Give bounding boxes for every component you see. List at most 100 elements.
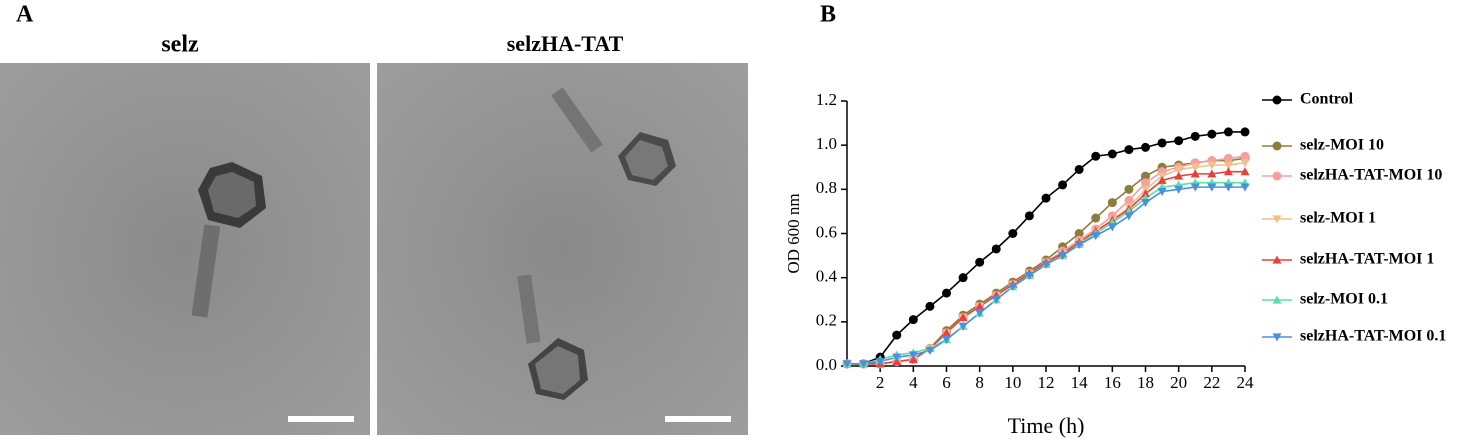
data-point <box>1058 251 1068 261</box>
data-point <box>958 273 968 283</box>
data-point <box>1141 178 1150 188</box>
data-point <box>842 360 852 369</box>
legend-marker <box>1272 215 1282 224</box>
data-point <box>1190 131 1200 141</box>
data-point <box>1091 151 1101 161</box>
data-point <box>1207 169 1217 178</box>
data-point <box>958 322 968 331</box>
data-point <box>1240 151 1250 161</box>
legend-label: selzHA-TAT-MOI 1 <box>1300 251 1434 268</box>
data-point <box>1008 282 1018 291</box>
data-point <box>859 360 869 369</box>
y-tick-label: 1.2 <box>816 90 837 109</box>
x-tick-label: 4 <box>909 373 918 392</box>
data-point <box>908 351 918 360</box>
data-point <box>1141 171 1150 181</box>
data-point <box>1223 167 1233 176</box>
data-point <box>1174 136 1184 146</box>
data-point <box>1107 198 1117 208</box>
data-point <box>1240 167 1250 176</box>
data-point <box>1074 164 1084 174</box>
x-tick-label: 6 <box>942 373 951 392</box>
series-line <box>847 131 1245 365</box>
data-point <box>975 301 985 310</box>
legend-marker <box>1272 255 1282 264</box>
y-tick-label: 0.2 <box>816 311 837 330</box>
data-point <box>1157 187 1167 197</box>
data-point <box>942 328 951 337</box>
y-tick-label: 0.0 <box>816 355 837 374</box>
data-point <box>1058 180 1068 190</box>
panel-label: B <box>820 2 836 28</box>
image-title: selz <box>161 32 199 58</box>
data-point <box>991 296 1001 305</box>
data-point <box>1223 127 1233 137</box>
data-point <box>1074 229 1084 238</box>
data-point <box>1157 138 1167 148</box>
data-point <box>1107 223 1117 232</box>
y-tick-label: 1.0 <box>816 134 837 153</box>
y-axis-label: OD 600 nm <box>784 193 803 273</box>
x-tick-label: 14 <box>1071 373 1089 392</box>
data-point <box>1223 161 1233 170</box>
data-point <box>1240 127 1250 137</box>
panel-label: A <box>16 2 34 28</box>
data-point <box>1124 145 1134 155</box>
x-tick-label: 2 <box>876 373 885 392</box>
legend-marker <box>1272 295 1282 304</box>
x-tick-label: 12 <box>1038 373 1055 392</box>
data-point <box>908 315 918 325</box>
data-point <box>1174 185 1184 194</box>
series-line <box>847 186 1245 365</box>
legend-label: selz-MOI 1 <box>1300 210 1376 227</box>
chart: 0.00.20.40.60.81.01.22 4 6 8 10 12 14 16 18 20 22 2… <box>784 90 1446 438</box>
data-point <box>1124 184 1134 194</box>
data-point <box>1141 198 1150 208</box>
data-point <box>892 330 902 340</box>
data-point <box>1141 189 1150 198</box>
data-point <box>942 288 951 298</box>
data-point <box>1157 176 1167 185</box>
y-tick-label: 0.6 <box>816 222 837 241</box>
legend-marker <box>1272 333 1282 342</box>
data-point <box>942 335 951 344</box>
micrograph <box>377 63 748 435</box>
image-title: selzHA-TAT <box>507 31 624 56</box>
x-tick-label: 22 <box>1203 373 1220 392</box>
data-point <box>1107 149 1117 159</box>
legend-marker <box>1272 95 1282 105</box>
data-point <box>892 353 902 362</box>
x-tick-label: 24 <box>1237 373 1255 392</box>
x-tick-label: 20 <box>1170 373 1187 392</box>
data-point <box>975 257 985 267</box>
x-tick-label: 18 <box>1137 373 1154 392</box>
data-point <box>1190 169 1200 178</box>
data-point <box>1124 212 1134 221</box>
data-point <box>1024 271 1034 280</box>
legend-label: Control <box>1300 91 1354 108</box>
data-point <box>991 244 1001 254</box>
data-point <box>1190 183 1200 192</box>
data-point <box>1008 229 1018 238</box>
data-point <box>1091 232 1101 241</box>
legend-label: selzHA-TAT-MOI 0.1 <box>1300 328 1446 345</box>
data-point <box>1207 183 1217 192</box>
data-point <box>1240 159 1250 168</box>
data-point <box>1074 240 1084 250</box>
legend-marker <box>1272 171 1282 181</box>
x-axis-label: Time (h) <box>1008 413 1085 438</box>
data-point <box>1223 153 1233 163</box>
data-point <box>1124 195 1134 205</box>
data-point <box>1174 171 1184 180</box>
series-line <box>847 181 1245 365</box>
y-tick-label: 0.8 <box>816 178 837 197</box>
x-tick-label: 10 <box>1004 373 1021 392</box>
y-tick-label: 0.4 <box>816 267 838 286</box>
data-point <box>1091 213 1101 223</box>
micrograph <box>0 63 370 435</box>
data-point <box>1041 260 1051 269</box>
data-point <box>1190 163 1200 172</box>
data-point <box>925 301 935 311</box>
data-point <box>975 309 985 318</box>
